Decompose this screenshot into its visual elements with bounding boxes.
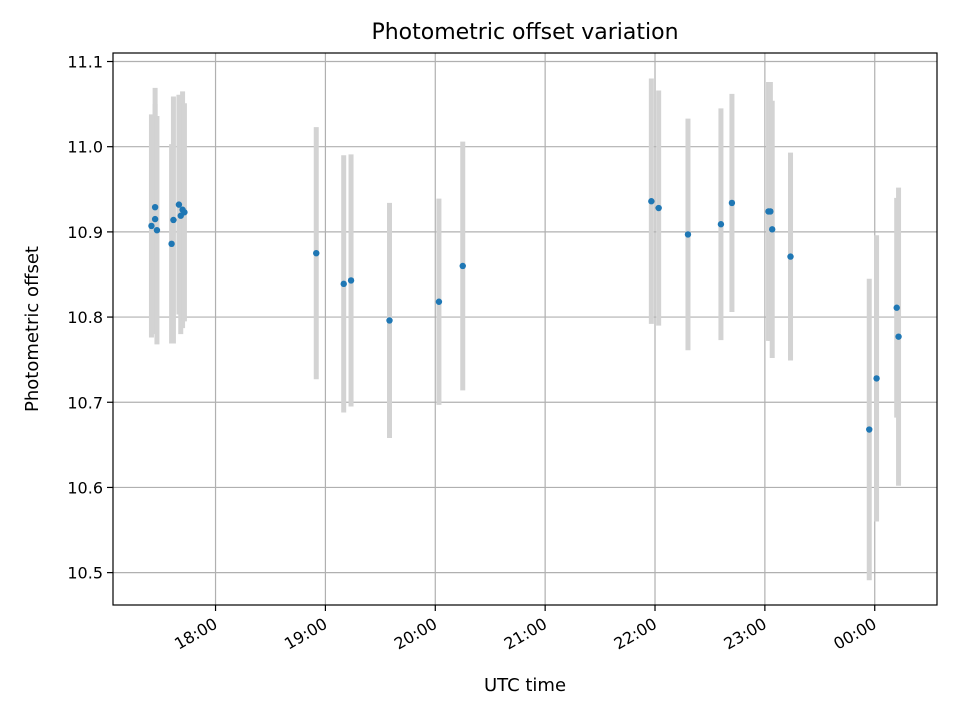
data-point: [895, 333, 902, 340]
data-point: [655, 204, 662, 212]
x-tick-label: 22:00: [611, 614, 660, 654]
data-point: [181, 209, 188, 216]
x-tick-label: 18:00: [171, 614, 220, 654]
data-point: [151, 203, 159, 211]
data-point: [459, 262, 466, 270]
x-tick-label: 00:00: [830, 614, 879, 654]
data-point: [435, 298, 443, 305]
y-tick-label: 10.6: [67, 478, 103, 497]
plot-frame: [112, 52, 938, 606]
data-point: [153, 226, 161, 234]
data-point: [347, 277, 355, 284]
x-axis-ticks: 18:00 19:00 20:00 21:00 22:00 23:00 00:00: [171, 605, 880, 654]
data-point: [893, 304, 900, 311]
y-tick-label: 10.8: [67, 308, 103, 327]
data-point: [767, 208, 774, 215]
data-point: [340, 280, 347, 288]
y-tick-label: 11.1: [67, 53, 103, 72]
data-point: [386, 317, 393, 324]
data-point: [170, 216, 177, 224]
data-point: [313, 249, 320, 257]
x-tick-label: 23:00: [720, 614, 769, 654]
y-tick-label: 11.0: [67, 138, 103, 157]
data-point: [717, 221, 725, 228]
data-points: [148, 198, 902, 433]
x-tick-label: 21:00: [501, 614, 550, 654]
data-point: [769, 226, 776, 233]
x-tick-label: 20:00: [391, 614, 440, 654]
x-axis-label: UTC time: [484, 675, 566, 696]
data-point: [151, 215, 159, 223]
data-point: [787, 253, 794, 260]
y-axis-ticks: 10.5 10.6 10.7 10.8 10.9 11.0 11.1: [67, 53, 113, 583]
y-tick-label: 10.9: [67, 223, 103, 242]
data-point: [648, 198, 655, 205]
error-bars: [148, 78, 902, 581]
chart-title: Photometric offset variation: [371, 20, 678, 45]
y-axis-label: Photometric offset: [22, 246, 43, 412]
y-tick-label: 10.7: [67, 393, 103, 412]
grid-lines: [113, 53, 937, 605]
data-point: [728, 199, 736, 207]
data-point: [148, 222, 155, 230]
data-point: [168, 240, 175, 248]
data-point: [873, 375, 880, 382]
y-tick-label: 10.5: [67, 564, 103, 583]
data-point: [866, 426, 873, 433]
data-point: [684, 231, 692, 238]
x-tick-label: 19:00: [281, 614, 330, 654]
data-point: [175, 201, 183, 208]
